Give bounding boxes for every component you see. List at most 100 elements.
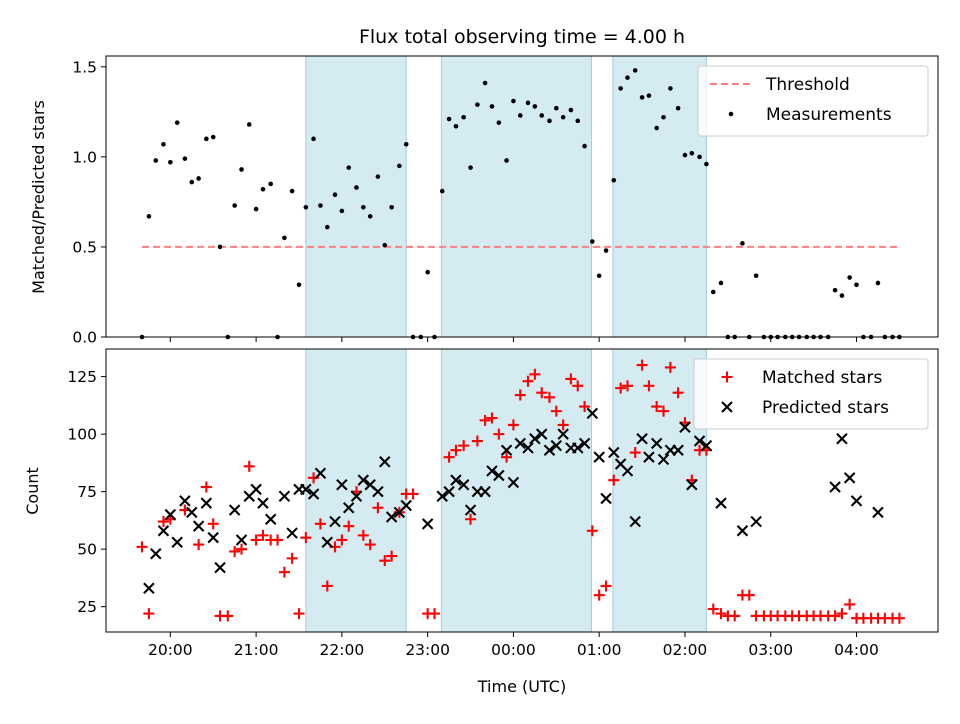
data-point: [664, 361, 676, 373]
data-point: [672, 387, 684, 399]
data-point: [728, 111, 734, 117]
data-point: [501, 451, 513, 463]
data-point: [743, 589, 755, 601]
data-point: [668, 86, 673, 91]
data-point: [568, 107, 574, 113]
data-point: [153, 158, 159, 163]
data-point: [704, 161, 709, 167]
data-point: [736, 525, 749, 537]
x-tick-label: 01:00: [577, 641, 622, 659]
data-point: [489, 104, 495, 109]
data-point: [436, 490, 448, 502]
data-point: [439, 188, 445, 194]
data-point: [143, 608, 155, 620]
data-point: [522, 442, 534, 454]
data-point: [721, 401, 733, 413]
data-point: [493, 428, 505, 440]
legend-box: [697, 65, 929, 137]
data-point: [425, 269, 430, 275]
data-point: [311, 136, 316, 142]
x-tick-label: 04:00: [834, 641, 879, 659]
data-point: [543, 391, 555, 403]
data-point: [661, 114, 666, 120]
data-point: [136, 541, 148, 553]
data-point: [235, 534, 248, 546]
data-point: [557, 428, 569, 440]
data-point: [511, 98, 516, 104]
data-point: [246, 122, 252, 127]
y-axis-label-top: Matched/Predicted stars: [29, 100, 48, 294]
data-point: [875, 280, 881, 286]
data-point: [657, 453, 670, 466]
data-point: [643, 380, 655, 392]
data-point: [675, 105, 681, 111]
data-point: [346, 165, 352, 170]
data-point: [582, 143, 587, 149]
data-point: [479, 414, 491, 426]
data-point: [364, 539, 376, 551]
x-ticks-top: [169, 337, 858, 342]
y-tick-label: 100: [67, 426, 97, 444]
data-point: [253, 206, 259, 212]
data-point: [471, 435, 483, 447]
data-point: [150, 548, 162, 560]
data-point: [514, 389, 526, 401]
data-point: [593, 451, 605, 463]
data-point: [550, 405, 562, 417]
data-point: [625, 75, 630, 80]
legend-label: Predicted stars: [762, 398, 889, 418]
data-point: [403, 141, 409, 147]
data-point: [375, 174, 381, 179]
data-point: [608, 446, 620, 459]
data-point: [204, 136, 209, 142]
data-point: [278, 566, 290, 578]
data-point: [200, 481, 212, 493]
x-tick-label: 22:00: [320, 641, 365, 659]
data-point: [464, 504, 477, 516]
data-point: [354, 185, 359, 190]
data-point: [854, 282, 859, 288]
data-point: [329, 515, 341, 528]
legend-label: Matched stars: [762, 368, 882, 388]
data-point: [593, 589, 605, 601]
data-point: [529, 368, 541, 380]
data-point: [586, 407, 599, 420]
data-point: [535, 428, 548, 440]
data-point: [146, 214, 152, 219]
data-point: [836, 432, 848, 445]
data-point: [300, 532, 312, 544]
data-point: [579, 401, 591, 413]
data-point: [600, 492, 612, 505]
data-point: [318, 203, 323, 208]
data-point: [382, 242, 388, 248]
data-point: [850, 495, 863, 507]
data-point: [572, 442, 584, 454]
data-point: [324, 224, 330, 230]
data-point: [458, 440, 470, 452]
data-point: [475, 102, 480, 107]
data-point: [450, 474, 462, 486]
data-point: [872, 506, 884, 519]
data-point: [539, 113, 545, 118]
data-point: [493, 469, 505, 482]
data-point: [629, 447, 641, 459]
data-point: [443, 451, 455, 463]
data-point: [461, 114, 466, 120]
data-point: [453, 123, 459, 129]
data-point: [303, 205, 309, 210]
data-point: [550, 439, 563, 452]
data-point: [357, 474, 370, 486]
data-point: [658, 405, 670, 417]
data-point: [339, 208, 345, 214]
data-point: [228, 504, 241, 516]
data-point: [632, 68, 638, 73]
data-point: [386, 550, 398, 562]
data-point: [389, 205, 394, 210]
data-point: [600, 580, 612, 592]
data-point: [164, 508, 177, 521]
data-point: [257, 529, 269, 541]
x-tick-label: 21:00: [234, 641, 279, 659]
data-point: [514, 437, 527, 450]
data-point: [693, 435, 706, 447]
